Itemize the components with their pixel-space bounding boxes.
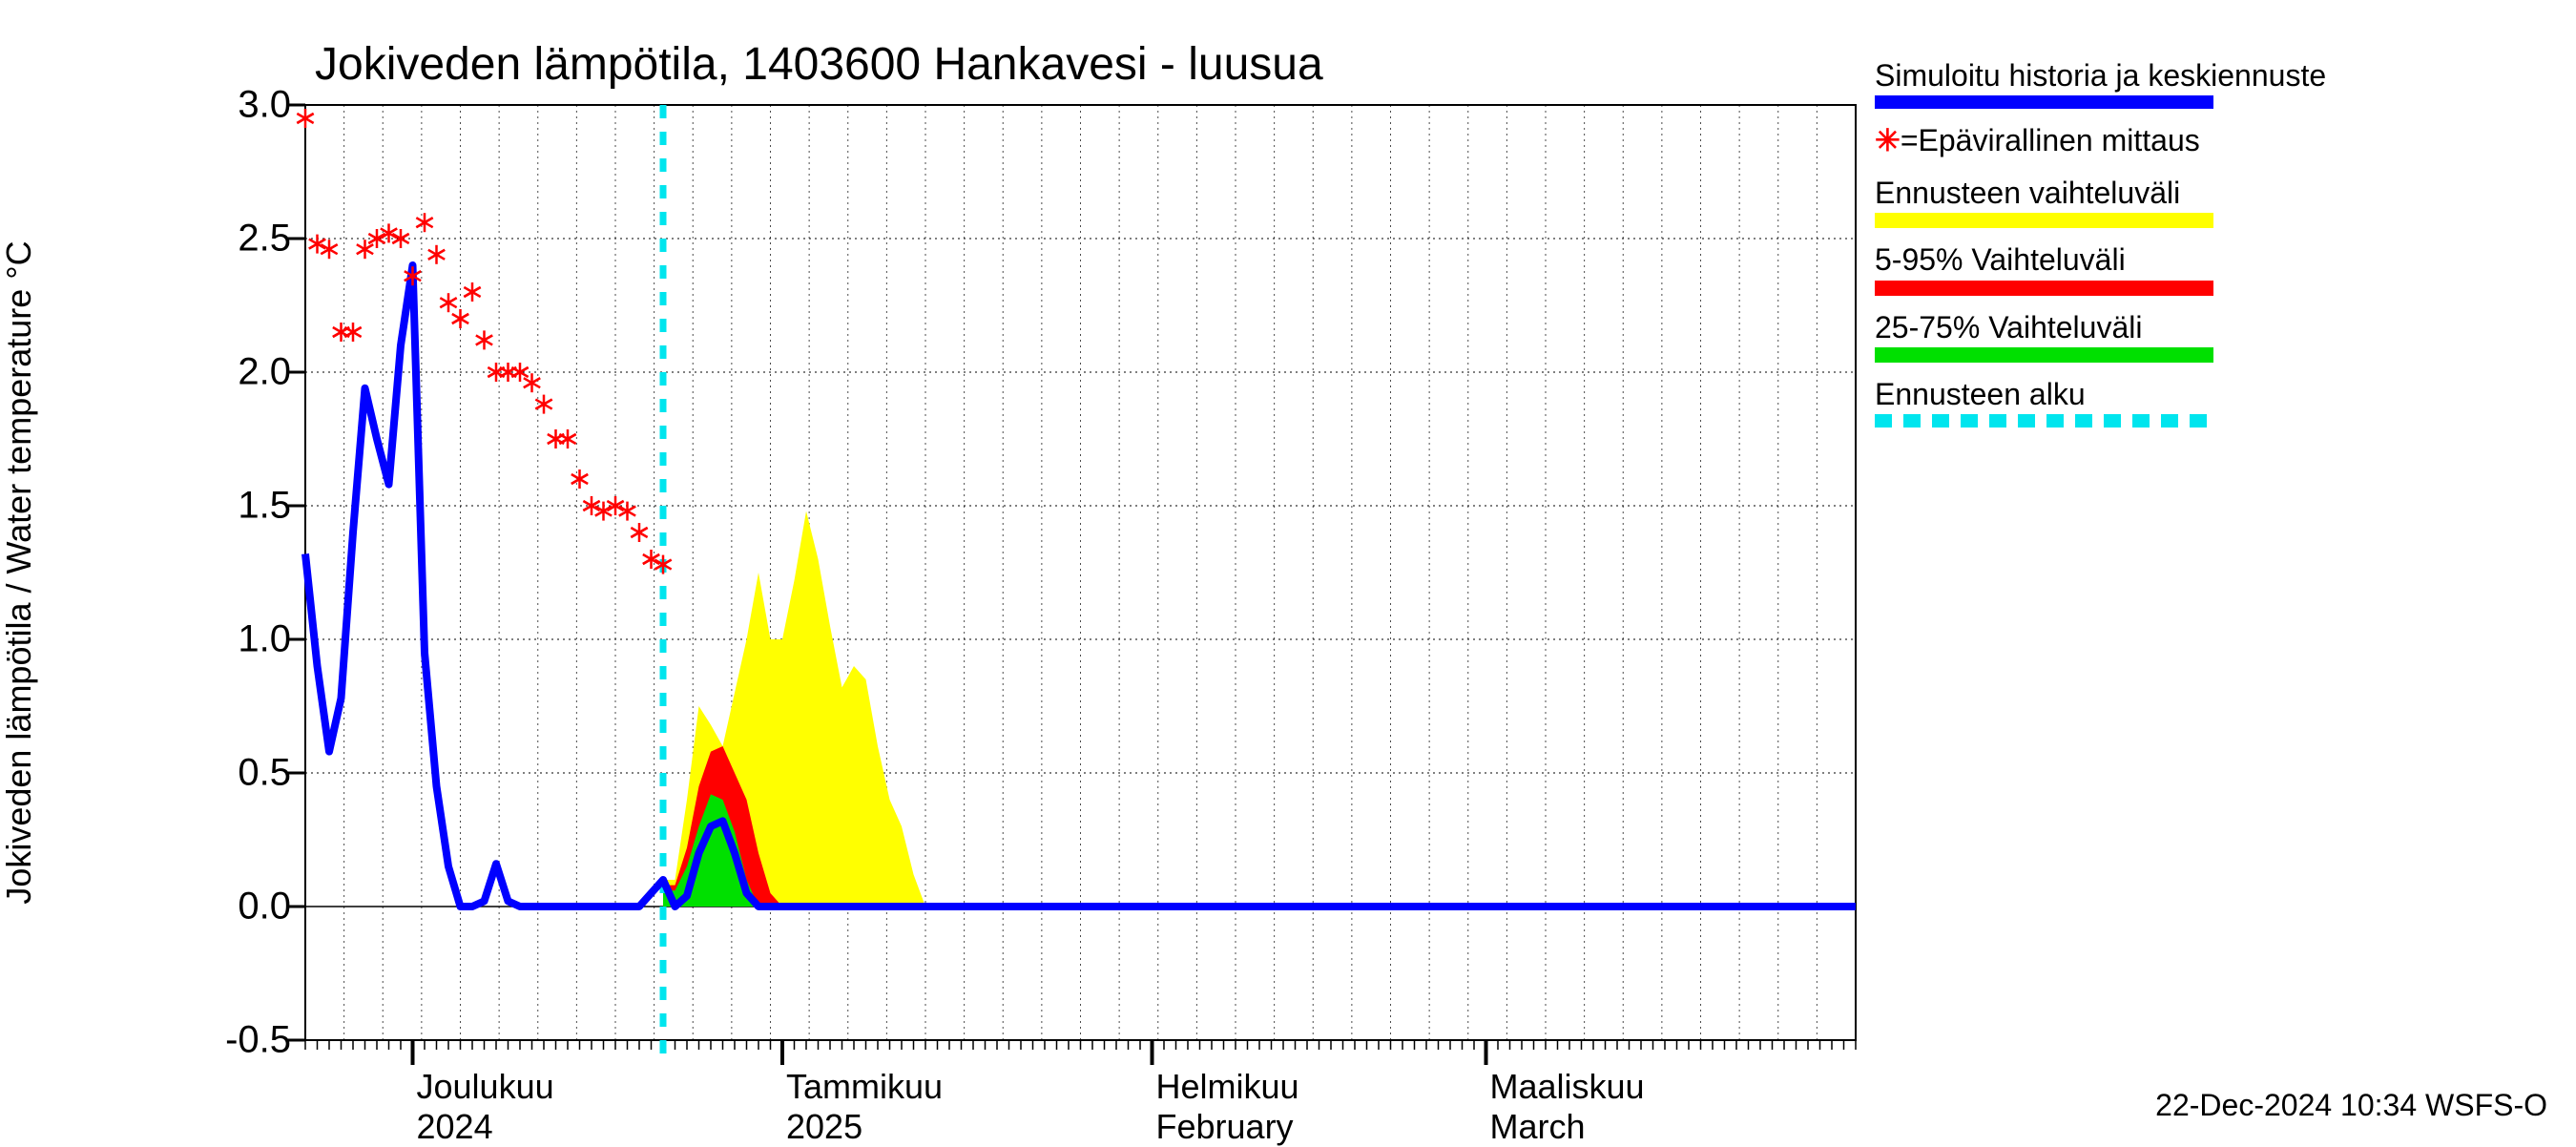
chart-container: Jokiveden lämpötila / Water temperature … xyxy=(0,0,2576,1145)
chart-plot xyxy=(0,0,2576,1145)
